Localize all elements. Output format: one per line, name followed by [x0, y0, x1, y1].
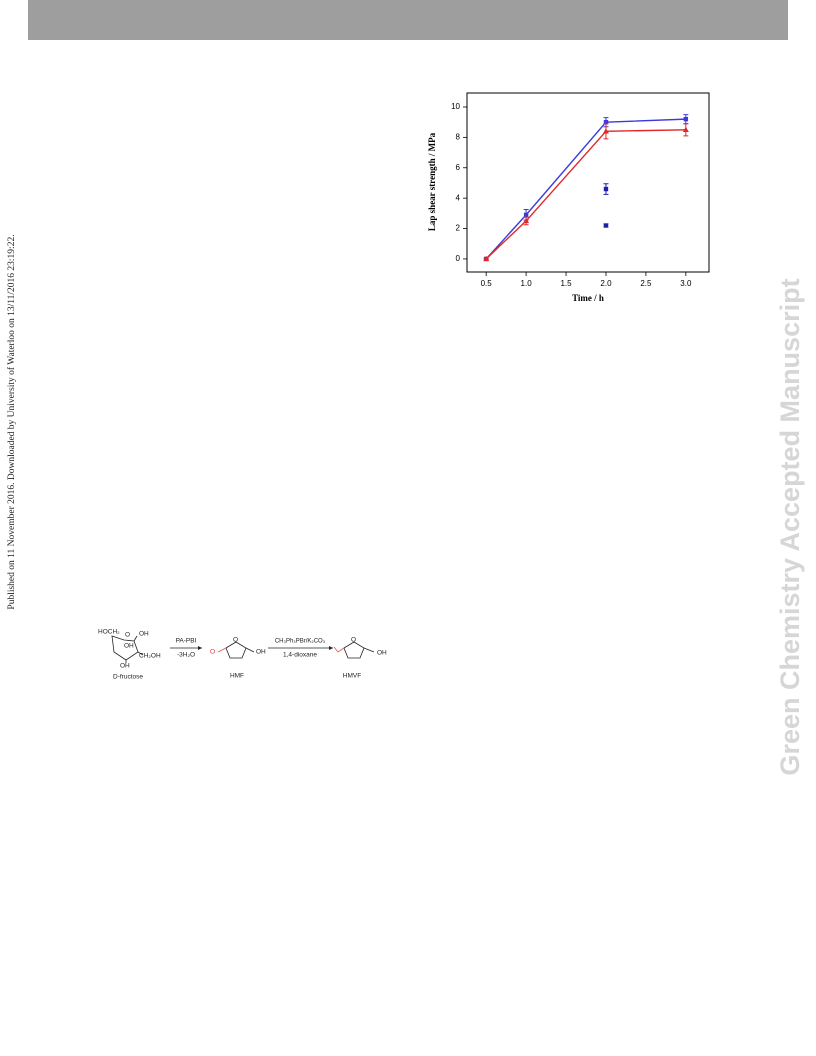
header-bar — [28, 0, 788, 40]
atom-label: OH — [377, 650, 387, 657]
y-tick-label: 0 — [456, 254, 461, 263]
atom-label: OH — [120, 663, 130, 670]
y-tick-label: 6 — [456, 163, 461, 172]
x-tick-label: 1.0 — [521, 279, 533, 288]
data-point — [603, 119, 609, 125]
atom-label: O — [233, 637, 238, 644]
atom-label: OH — [256, 649, 266, 656]
chart: Time / h Lap shear strength / MPa 0 2 4 6 8 1… — [427, 92, 710, 303]
atom-label: OH — [124, 643, 134, 650]
data-point — [682, 126, 689, 132]
y-tick-label: 4 — [456, 193, 461, 202]
atom-label: O — [210, 649, 215, 656]
reagent: PA-PBI — [176, 638, 197, 645]
series-line — [485, 118, 686, 260]
y-axis-title: Lap shear strength / MPa — [427, 132, 437, 231]
atom-label: O — [351, 637, 356, 644]
data-point — [683, 116, 689, 122]
watermark: Green Chemistry Accepted Manuscript — [775, 278, 805, 775]
data-point — [603, 186, 609, 192]
atom-label: HOCH₂ — [98, 629, 120, 636]
reagent: CH₃Ph₃PBr/K₂CO₃ — [275, 639, 326, 645]
compound-name: D-fructose — [113, 674, 143, 681]
sidebar-text: Published on 11 November 2016. Downloade… — [6, 234, 17, 609]
y-tick-label: 10 — [451, 102, 460, 111]
reaction-scheme: HOCH₂ O OH OH CH₂OH OH D-fructose PA-PBI… — [98, 629, 387, 681]
atom-label: CH₂OH — [139, 653, 161, 660]
arrow-head — [329, 646, 333, 650]
x-tick-label: 1.5 — [560, 279, 572, 288]
x-tick-label: 0.5 — [481, 279, 493, 288]
hmf-structure — [217, 641, 255, 659]
x-tick-label: 2.0 — [600, 279, 612, 288]
arrow-head — [198, 646, 202, 650]
atom-label: O — [125, 632, 130, 639]
compound-name: HMF — [230, 673, 244, 680]
plot-frame — [466, 92, 710, 273]
fructose-structure — [111, 635, 144, 663]
series-line — [485, 129, 686, 260]
x-tick-label: 3.0 — [680, 279, 692, 288]
data-point — [523, 212, 529, 218]
compound-name: HMVF — [343, 673, 361, 680]
atom-label: OH — [139, 631, 149, 638]
data-point — [483, 255, 490, 262]
x-axis-title: Time / h — [572, 293, 604, 303]
hmvf-structure — [333, 641, 375, 659]
data-point — [602, 128, 609, 134]
y-tick-label: 8 — [456, 132, 461, 141]
x-tick-label: 2.5 — [640, 279, 652, 288]
condition: 1,4-dioxane — [283, 652, 317, 659]
condition: -3H₂O — [177, 652, 195, 659]
y-tick-label: 2 — [456, 224, 461, 233]
data-point — [603, 223, 609, 228]
data-point — [523, 217, 530, 224]
